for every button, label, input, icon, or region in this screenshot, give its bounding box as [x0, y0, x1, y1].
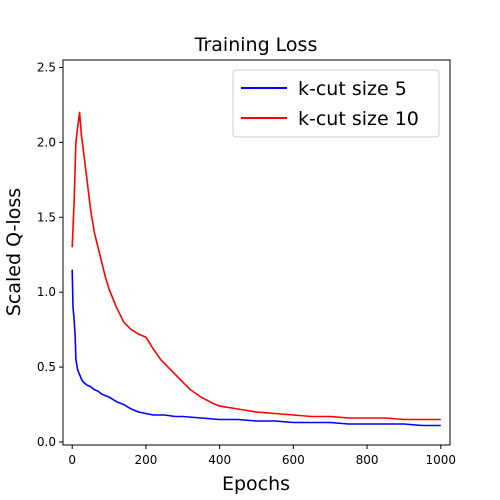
x-tick-label: 600: [282, 453, 305, 467]
x-tick-label: 400: [208, 453, 231, 467]
series-layer: [71, 111, 441, 427]
y-axis-ticks: 0.0 0.5 1.0 1.5 2.0 2.5: [37, 60, 63, 449]
y-tick-label: 2.0: [37, 135, 56, 149]
legend: k-cut size 5 k-cut size 10: [232, 69, 440, 138]
plot-frame: [62, 59, 451, 446]
y-tick-label: 1.0: [37, 285, 56, 299]
series-line-k-cut-5: [71, 269, 441, 427]
legend-box: [232, 69, 440, 138]
y-tick-label: 1.5: [37, 210, 56, 224]
legend-label-k-cut-5: k-cut size 5: [298, 78, 407, 100]
x-tick-label: 0: [68, 453, 76, 467]
x-axis-ticks: 0 200 400 600 800 1000: [68, 445, 456, 467]
y-tick-label: 0.5: [37, 360, 56, 374]
series-line-k-cut-10: [71, 111, 441, 421]
x-tick-label: 200: [134, 453, 157, 467]
chart-title: Training Loss: [194, 34, 318, 56]
legend-label-k-cut-10: k-cut size 10: [298, 108, 419, 130]
y-axis-title: Scaled Q-loss: [3, 188, 25, 316]
x-axis-title: Epochs: [222, 473, 290, 495]
x-tick-label: 1000: [426, 453, 457, 467]
y-tick-label: 0.0: [37, 435, 56, 449]
y-tick-label: 2.5: [37, 60, 56, 74]
x-tick-label: 800: [356, 453, 379, 467]
